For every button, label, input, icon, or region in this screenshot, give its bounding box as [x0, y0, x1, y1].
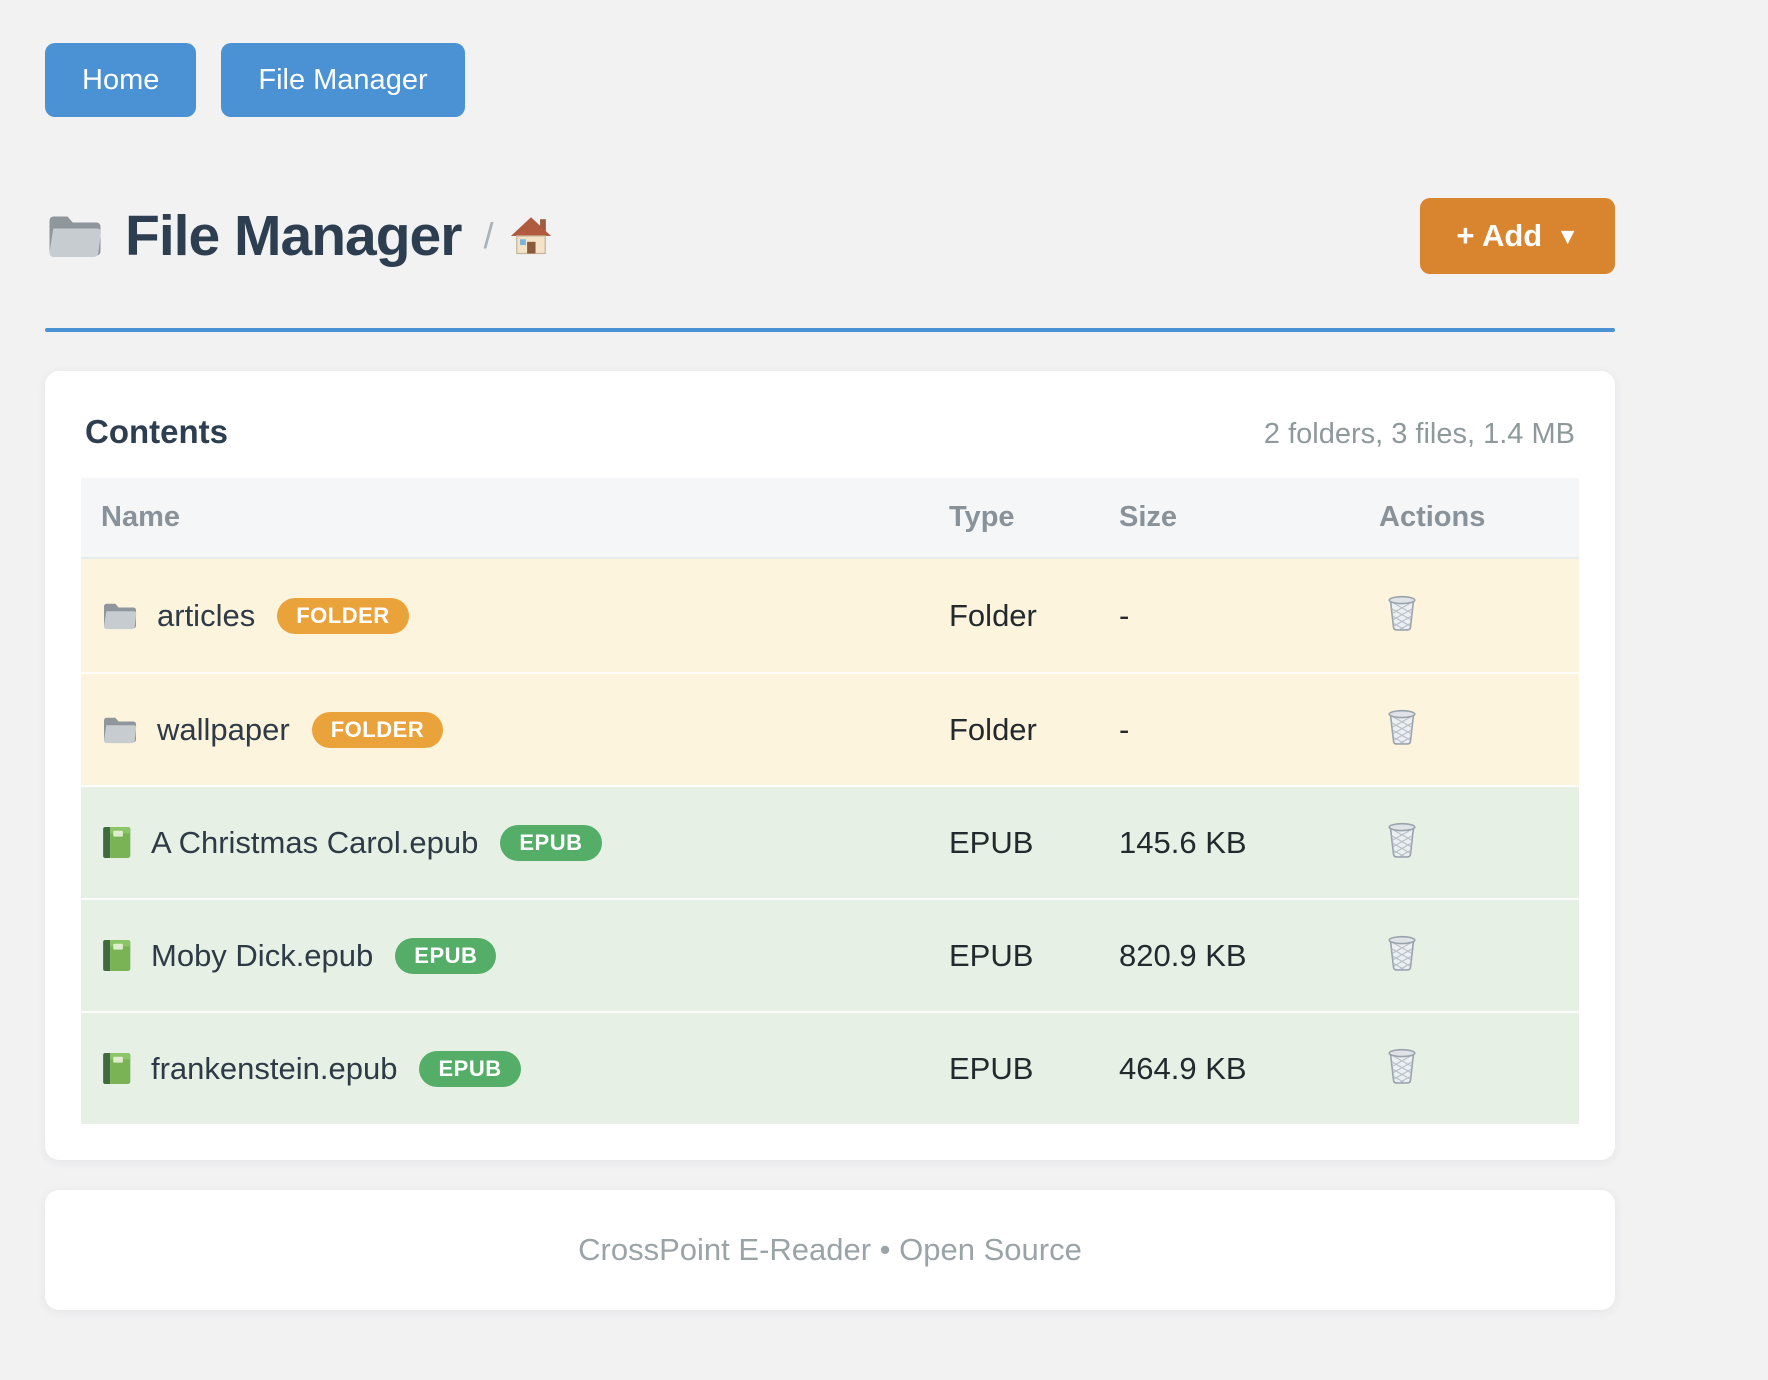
file-name: articles [157, 597, 256, 633]
file-type: Folder [949, 711, 1037, 747]
file-size: - [1119, 711, 1130, 747]
page-container: Home File Manager File Manager / [45, 0, 1615, 1310]
type-badge: FOLDER [277, 597, 409, 634]
table-body: articles FOLDER Folder - [81, 559, 1579, 1124]
type-badge: EPUB [395, 937, 497, 974]
file-size: - [1119, 597, 1130, 633]
delete-button[interactable] [1379, 704, 1425, 751]
page-header: File Manager / + Add ▼ [45, 191, 1615, 281]
folder-icon [101, 714, 139, 746]
caret-down-icon: ▼ [1556, 222, 1579, 249]
trash-icon [1385, 594, 1419, 633]
column-header-actions: Actions [1379, 501, 1486, 533]
book-icon [101, 937, 133, 974]
contents-table: Name Type Size Actions [81, 478, 1579, 1124]
column-header-name: Name [101, 501, 180, 533]
delete-button[interactable] [1379, 817, 1425, 864]
trash-icon [1385, 1047, 1419, 1086]
file-name: A Christmas Carol.epub [151, 824, 479, 860]
file-name: frankenstein.epub [151, 1050, 398, 1086]
file-type: EPUB [949, 937, 1034, 973]
delete-button[interactable] [1379, 930, 1425, 977]
title-divider [45, 328, 1615, 332]
page-title: File Manager / [45, 203, 553, 269]
column-header-size: Size [1119, 501, 1178, 533]
trash-icon [1385, 708, 1419, 747]
footer: CrossPoint E-Reader • Open Source [45, 1190, 1615, 1310]
file-name: wallpaper [157, 711, 290, 747]
file-size: 820.9 KB [1119, 937, 1247, 973]
trash-icon [1385, 934, 1419, 973]
trash-icon [1385, 821, 1419, 860]
page-title-text: File Manager [125, 204, 462, 268]
table-row[interactable]: Moby Dick.epub EPUB EPUB 820.9 KB [81, 898, 1579, 1011]
table-row[interactable]: articles FOLDER Folder - [81, 559, 1579, 672]
contents-summary: 2 folders, 3 files, 1.4 MB [1263, 418, 1575, 450]
column-header-type: Type [949, 501, 1015, 533]
add-button[interactable]: + Add ▼ [1420, 198, 1615, 274]
file-size: 145.6 KB [1119, 824, 1247, 860]
table-row[interactable]: A Christmas Carol.epub EPUB EPUB 145.6 K… [81, 785, 1579, 898]
folder-icon [45, 210, 105, 262]
contents-card-header: Contents 2 folders, 3 files, 1.4 MB [81, 407, 1579, 451]
contents-heading: Contents [85, 413, 228, 450]
file-type: EPUB [949, 1050, 1034, 1086]
nav-buttons: Home File Manager [45, 0, 1615, 117]
file-size: 464.9 KB [1119, 1050, 1247, 1086]
house-icon [509, 215, 553, 257]
folder-icon [101, 600, 139, 632]
file-type: EPUB [949, 824, 1034, 860]
delete-button[interactable] [1379, 590, 1425, 637]
type-badge: EPUB [419, 1050, 521, 1087]
book-icon [101, 824, 133, 861]
home-button[interactable]: Home [45, 43, 197, 117]
file-name: Moby Dick.epub [151, 937, 374, 973]
type-badge: EPUB [500, 824, 602, 861]
book-icon [101, 1050, 133, 1087]
breadcrumb-separator: / [483, 215, 494, 256]
table-row[interactable]: wallpaper FOLDER Folder - [81, 672, 1579, 785]
file-type: Folder [949, 597, 1037, 633]
table-header-row: Name Type Size Actions [81, 478, 1579, 559]
contents-card: Contents 2 folders, 3 files, 1.4 MB Name… [45, 371, 1615, 1160]
file-manager-button[interactable]: File Manager [221, 43, 465, 117]
home-breadcrumb-link[interactable] [509, 215, 553, 257]
add-button-label: + Add [1456, 218, 1543, 253]
footer-text: CrossPoint E-Reader • Open Source [578, 1232, 1082, 1267]
table-row[interactable]: frankenstein.epub EPUB EPUB 464.9 KB [81, 1011, 1579, 1124]
type-badge: FOLDER [311, 711, 444, 748]
delete-button[interactable] [1379, 1043, 1425, 1090]
